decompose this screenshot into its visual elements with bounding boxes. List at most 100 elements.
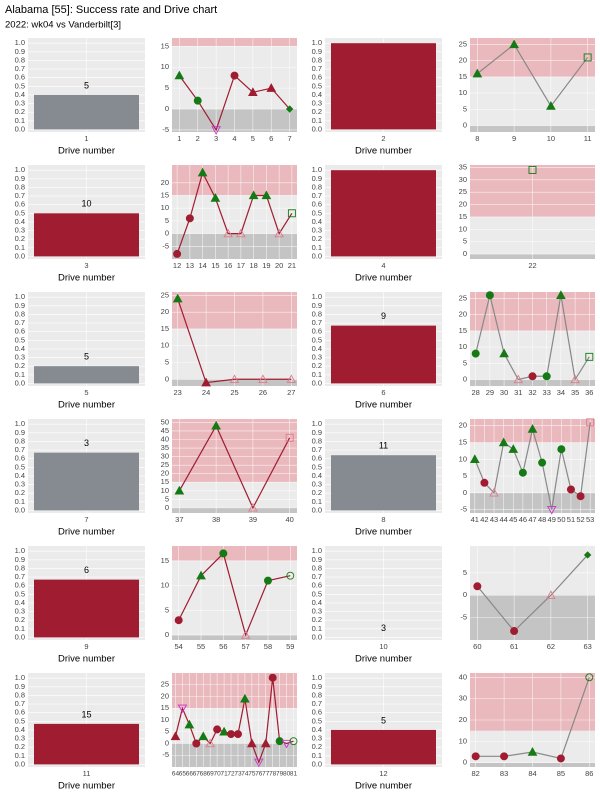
play-marker xyxy=(285,433,294,442)
x-tick-label: 25 xyxy=(230,388,238,397)
x-tick-label: 35 xyxy=(571,388,579,397)
play-marker xyxy=(213,725,222,734)
play-marker xyxy=(576,492,585,501)
y-tick-label: 0.0 xyxy=(15,632,25,641)
y-tick-label: 0.7 xyxy=(312,699,322,708)
x-tick-label: 80 xyxy=(283,771,291,778)
y-tick-label: 0.8 xyxy=(312,690,322,699)
y-tick-label: 5 xyxy=(165,727,169,736)
y-tick-label: 0.3 xyxy=(312,353,322,362)
play-marker xyxy=(192,739,201,748)
x-tick-label: 52 xyxy=(576,515,584,524)
play-marker xyxy=(510,627,519,636)
x-tick-label: 27 xyxy=(287,388,295,397)
play-marker xyxy=(542,372,551,381)
low-band xyxy=(470,125,595,132)
y-tick-label: 25 xyxy=(161,680,169,689)
play-marker xyxy=(247,738,257,748)
y-tick-label: 0.6 xyxy=(15,327,25,336)
y-tick-label: 0.1 xyxy=(15,624,25,633)
y-tick-label: 0.4 xyxy=(15,471,25,480)
y-tick-label: 0.0 xyxy=(15,505,25,514)
y-tick-label: 0.6 xyxy=(312,327,322,336)
y-tick-label: 0 xyxy=(463,375,467,384)
x-axis-label: Drive number xyxy=(58,146,115,157)
y-tick-label: 0.8 xyxy=(15,436,25,445)
y-tick-label: 0.1 xyxy=(15,497,25,506)
bar xyxy=(34,94,139,130)
play-marker xyxy=(263,576,272,585)
play-marker xyxy=(261,190,272,200)
x-tick-label: 83 xyxy=(500,769,508,778)
y-tick-label: 0.9 xyxy=(312,428,322,437)
bar-label: 5 xyxy=(381,715,386,725)
x-tick-label: 60 xyxy=(473,642,481,651)
x-tick-label: 82 xyxy=(472,769,480,778)
y-tick-label: 0.4 xyxy=(15,598,25,607)
x-tick-label: 45 xyxy=(509,515,517,524)
x-tick-label: 12 xyxy=(379,769,387,778)
play-marker xyxy=(210,192,221,202)
y-tick-label: 0.7 xyxy=(312,64,322,73)
y-tick-label: 0.0 xyxy=(15,759,25,768)
play-marker xyxy=(185,214,194,223)
y-tick-label: 30 xyxy=(161,452,169,461)
y-tick-label: 0.3 xyxy=(312,607,322,616)
bar xyxy=(34,579,139,638)
y-tick-label: 0.7 xyxy=(15,318,25,327)
y-tick-label: 0.9 xyxy=(312,301,322,310)
play-marker xyxy=(527,424,538,433)
y-tick-label: 0.5 xyxy=(15,716,25,725)
play-marker xyxy=(201,377,211,387)
x-tick-label: 5 xyxy=(84,388,88,397)
x-tick-label: 29 xyxy=(486,388,494,397)
y-tick-label: 0.6 xyxy=(15,581,25,590)
y-tick-label: 0.6 xyxy=(312,581,322,590)
x-tick-label: 86 xyxy=(585,769,593,778)
play-marker xyxy=(254,758,264,768)
x-tick-label: 30 xyxy=(500,388,508,397)
y-tick-label: 10 xyxy=(161,486,169,495)
y-tick-label: 0.6 xyxy=(15,708,25,717)
y-tick-label: 0.4 xyxy=(312,598,322,607)
play-marker xyxy=(286,374,297,383)
y-tick-label: 1.0 xyxy=(15,419,25,428)
y-tick-label: 20 xyxy=(459,200,467,209)
y-tick-label: 0.8 xyxy=(15,182,25,191)
y-tick-label: 10 xyxy=(161,62,169,71)
y-tick-label: 0.5 xyxy=(15,462,25,471)
play-marker xyxy=(198,731,209,741)
y-tick-label: 0.9 xyxy=(15,428,25,437)
play-marker xyxy=(585,352,594,361)
x-tick-label: 33 xyxy=(543,388,551,397)
y-tick-label: 0.3 xyxy=(312,226,322,235)
x-tick-label: 61 xyxy=(510,642,518,651)
y-tick-label: 0.1 xyxy=(15,751,25,760)
subtitle: 2022: wk04 vs Vanderbilt[3] xyxy=(5,20,121,31)
y-tick-label: 0.9 xyxy=(15,555,25,564)
play-marker xyxy=(528,372,537,381)
y-tick-label: 0.7 xyxy=(15,64,25,73)
play-marker xyxy=(174,485,185,495)
x-tick-label: 18 xyxy=(249,261,257,270)
x-axis-label: Drive number xyxy=(58,654,115,665)
y-tick-label: 0.5 xyxy=(15,81,25,90)
y-tick-label: 0.6 xyxy=(312,454,322,463)
y-tick-label: 0.7 xyxy=(312,191,322,200)
y-tick-label: 0.8 xyxy=(15,563,25,572)
play-marker xyxy=(289,737,298,746)
y-tick-label: 0.0 xyxy=(15,378,25,387)
y-tick-label: -5 xyxy=(460,613,467,622)
x-axis-label: Drive number xyxy=(58,400,115,411)
x-tick-label: 8 xyxy=(475,134,479,143)
high-band xyxy=(172,673,297,709)
y-tick-label: 0.1 xyxy=(312,751,322,760)
y-tick-label: 10 xyxy=(161,715,169,724)
y-tick-label: 15 xyxy=(459,437,467,446)
x-axis-label: Drive number xyxy=(58,273,115,284)
play-line xyxy=(177,298,292,384)
y-tick-label: 1.0 xyxy=(312,546,322,555)
y-tick-label: 0.5 xyxy=(312,335,322,344)
y-tick-label: 1.0 xyxy=(312,38,322,47)
y-tick-label: 10 xyxy=(161,581,169,590)
